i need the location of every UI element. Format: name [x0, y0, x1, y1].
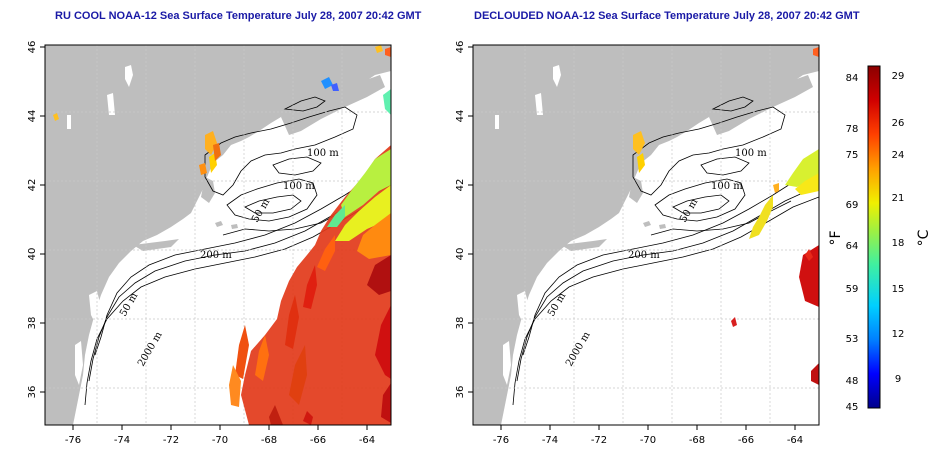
right-contour-label-200m: 200 m — [628, 250, 660, 261]
right-y-axis — [468, 46, 473, 393]
left-map-panel: 100 m 100 m 50 m 200 m 50 m 2000 m -76 -… — [27, 41, 392, 446]
right-x-tick-label: -64 — [787, 435, 803, 446]
left-map-plot-area: 100 m 100 m 50 m 200 m 50 m 2000 m — [45, 45, 391, 425]
left-contour-label-200m: 200 m — [200, 250, 232, 261]
left-contour-label-100m-b: 100 m — [283, 181, 315, 192]
left-contour-label-100m-a: 100 m — [307, 148, 339, 159]
right-y-tick-label: 42 — [455, 179, 466, 192]
fahrenheit-tick: 75 — [846, 150, 859, 161]
right-y-tick-label: 38 — [455, 317, 466, 330]
celsius-tick: 18 — [892, 238, 905, 249]
right-map-geography — [473, 45, 819, 425]
left-x-tick-label: -68 — [261, 435, 277, 446]
right-map-plot-area: 100 m 100 m 50 m 200 m 50 m 2000 m — [473, 45, 819, 425]
right-map-title: DECLOUDED NOAA-12 Sea Surface Temperatur… — [474, 10, 860, 22]
left-y-tick-label: 42 — [27, 179, 38, 192]
fahrenheit-tick: 59 — [846, 284, 859, 295]
right-x-axis — [500, 425, 796, 430]
left-x-tick-label: -74 — [114, 435, 130, 446]
left-x-tick-label: -70 — [212, 435, 228, 446]
celsius-tick: 21 — [892, 193, 905, 204]
left-x-axis — [72, 425, 368, 430]
celsius-tick: 9 — [895, 374, 901, 385]
colorbar-gradient — [867, 65, 881, 409]
fahrenheit-tick: 53 — [846, 334, 859, 345]
left-y-tick-label: 46 — [27, 41, 38, 54]
fahrenheit-tick: 64 — [846, 241, 859, 252]
right-y-tick-label: 46 — [455, 41, 466, 54]
left-map-frame — [44, 44, 392, 426]
fahrenheit-axis-label: °F — [828, 230, 844, 245]
right-y-tick-label: 44 — [455, 110, 466, 123]
celsius-tick: 12 — [892, 329, 905, 340]
right-y-tick-label: 40 — [455, 248, 466, 261]
celsius-tick: 15 — [892, 284, 905, 295]
fahrenheit-tick: 78 — [846, 124, 859, 135]
right-contour-label-100m-a: 100 m — [735, 148, 767, 159]
right-y-tick-label: 36 — [455, 386, 466, 399]
right-x-tick-label: -66 — [738, 435, 754, 446]
left-y-tick-label: 44 — [27, 110, 38, 123]
celsius-axis-label: °C — [916, 229, 932, 246]
left-x-tick-label: -64 — [359, 435, 375, 446]
celsius-tick: 26 — [892, 118, 905, 129]
fahrenheit-tick: 69 — [846, 200, 859, 211]
right-x-tick-label: -72 — [591, 435, 607, 446]
fahrenheit-tick: 84 — [846, 73, 859, 84]
left-y-tick-label: 38 — [27, 317, 38, 330]
right-x-tick-label: -74 — [542, 435, 558, 446]
celsius-tick: 29 — [892, 71, 905, 82]
left-y-tick-label: 40 — [27, 248, 38, 261]
left-sst-patches — [53, 45, 391, 425]
left-x-tick-label: -66 — [310, 435, 326, 446]
right-contour-label-100m-b: 100 m — [711, 181, 743, 192]
right-x-tick-label: -68 — [689, 435, 705, 446]
left-y-tick-label: 36 — [27, 386, 38, 399]
fahrenheit-tick: 48 — [846, 376, 859, 387]
left-map-title: RU COOL NOAA-12 Sea Surface Temperature … — [55, 10, 422, 22]
left-y-axis — [40, 46, 45, 393]
celsius-tick: 24 — [892, 150, 905, 161]
fahrenheit-tick: 45 — [846, 402, 859, 413]
right-x-tick-label: -70 — [640, 435, 656, 446]
right-map-panel: 100 m 100 m 50 m 200 m 50 m 2000 m -76 -… — [455, 41, 820, 446]
left-x-tick-label: -72 — [163, 435, 179, 446]
left-x-tick-label: -76 — [65, 435, 81, 446]
right-sst-patches — [633, 47, 819, 385]
right-map-frame — [472, 44, 820, 426]
temperature-colorbar: 84 78 75 69 64 59 53 48 45 29 26 24 21 1… — [828, 65, 932, 413]
right-x-tick-label: -76 — [493, 435, 509, 446]
